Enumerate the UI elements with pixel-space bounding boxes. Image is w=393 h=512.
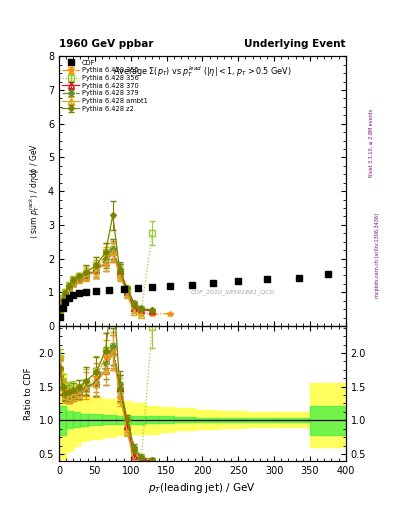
CDF [211,280,215,286]
CDF [107,287,112,293]
CDF [168,283,173,289]
Text: 1960 GeV ppbar: 1960 GeV ppbar [59,38,153,49]
CDF [71,291,75,297]
CDF [60,305,65,311]
Text: CDF_2010_S8591881_QCD: CDF_2010_S8591881_QCD [191,290,275,295]
CDF [63,300,68,306]
CDF [136,285,140,291]
CDF [297,275,301,281]
Y-axis label: $\langle$ sum $p_T^{rack}\rangle$ / d$\eta$d$\phi$ / GeV: $\langle$ sum $p_T^{rack}\rangle$ / d$\e… [28,143,42,239]
CDF [264,276,269,283]
Text: Underlying Event: Underlying Event [244,38,346,49]
CDF [150,284,154,290]
Text: mcplots.cern.ch [arXiv:1306.3436]: mcplots.cern.ch [arXiv:1306.3436] [375,214,380,298]
CDF [189,282,194,288]
Text: Rivet 3.1.10, ≥ 2.8M events: Rivet 3.1.10, ≥ 2.8M events [369,109,374,178]
CDF [236,279,241,285]
CDF [77,289,81,295]
Y-axis label: Ratio to CDF: Ratio to CDF [24,367,33,420]
X-axis label: $p_T$(leading jet) / GeV: $p_T$(leading jet) / GeV [149,481,256,495]
CDF [84,289,88,295]
CDF [325,271,330,277]
Line: CDF: CDF [58,271,331,319]
CDF [67,295,72,301]
Text: Average $\Sigma(p_T)$ vs $p_T^{lead}$ ($|\eta| < 1$, $p_T > 0.5$ GeV): Average $\Sigma(p_T)$ vs $p_T^{lead}$ ($… [113,65,292,79]
CDF [121,286,126,292]
Legend: CDF, Pythia 6.428 355, Pythia 6.428 356, Pythia 6.428 370, Pythia 6.428 379, Pyt: CDF, Pythia 6.428 355, Pythia 6.428 356,… [61,58,149,113]
CDF [94,288,99,294]
CDF [58,314,63,320]
